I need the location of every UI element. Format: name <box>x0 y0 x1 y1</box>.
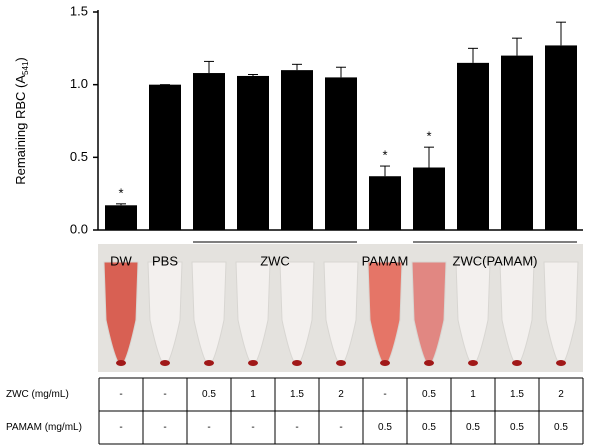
pellet <box>380 360 390 366</box>
pellet <box>424 360 434 366</box>
row-label: PAMAM (mg/mL) <box>6 422 82 433</box>
pellet <box>336 360 346 366</box>
y-label-suffix: ) <box>13 57 28 61</box>
row-label: ZWC (mg/mL) <box>6 389 69 400</box>
table-cell: 2 <box>338 389 344 400</box>
bar <box>369 176 401 230</box>
group-label: DW <box>110 253 132 268</box>
pellet <box>512 360 522 366</box>
bar <box>105 205 137 230</box>
pellet <box>468 360 478 366</box>
table-cell: 0.5 <box>202 389 216 400</box>
group-label: ZWC <box>260 253 290 268</box>
group-label: PBS <box>152 253 178 268</box>
y-tick-label: 1.0 <box>70 76 88 91</box>
bar <box>237 75 269 231</box>
table-cell: 0.5 <box>378 422 392 433</box>
group-label: ZWC(PAMAM) <box>453 253 538 268</box>
table-cell: 1.5 <box>510 389 524 400</box>
y-tick-label: 0.5 <box>70 149 88 164</box>
table-cell: - <box>163 389 166 400</box>
pellet <box>204 360 214 366</box>
y-label-text: Remaining RBC (A <box>13 75 28 185</box>
table-cell: 0.5 <box>554 422 568 433</box>
pellet <box>292 360 302 366</box>
table-cell: - <box>207 422 210 433</box>
y-axis-label: Remaining RBC (A541) <box>13 57 30 185</box>
group-label: PAMAM <box>362 253 409 268</box>
bar <box>281 70 313 230</box>
significance-mark: * <box>426 129 431 144</box>
bar <box>413 167 445 230</box>
pellet <box>556 360 566 366</box>
significance-mark: * <box>382 147 387 162</box>
table-cell: 0.5 <box>510 422 524 433</box>
table-cell: 0.5 <box>422 389 436 400</box>
pellet <box>116 360 126 366</box>
bar <box>545 45 577 230</box>
y-label-subscript: 541 <box>21 61 30 75</box>
table-cell: 0.5 <box>466 422 480 433</box>
table-cell: 2 <box>558 389 564 400</box>
table-cell: 1 <box>470 389 476 400</box>
bar <box>457 62 489 230</box>
y-tick-label: 0.0 <box>70 221 88 236</box>
table-cell: - <box>251 422 254 433</box>
table-cell: - <box>119 422 122 433</box>
bar <box>193 73 225 230</box>
table-cell: - <box>383 389 386 400</box>
y-tick-label: 1.5 <box>70 3 88 18</box>
table-cell: - <box>295 422 298 433</box>
table-cell: - <box>163 422 166 433</box>
bar <box>149 84 181 231</box>
table-cell: - <box>339 422 342 433</box>
table-cell: 0.5 <box>422 422 436 433</box>
bar <box>501 55 533 230</box>
pellet <box>160 360 170 366</box>
bar <box>325 77 357 231</box>
table-cell: 1 <box>250 389 256 400</box>
table-cell: - <box>119 389 122 400</box>
significance-mark: * <box>118 185 123 200</box>
table-cell: 1.5 <box>290 389 304 400</box>
pellet <box>248 360 258 366</box>
